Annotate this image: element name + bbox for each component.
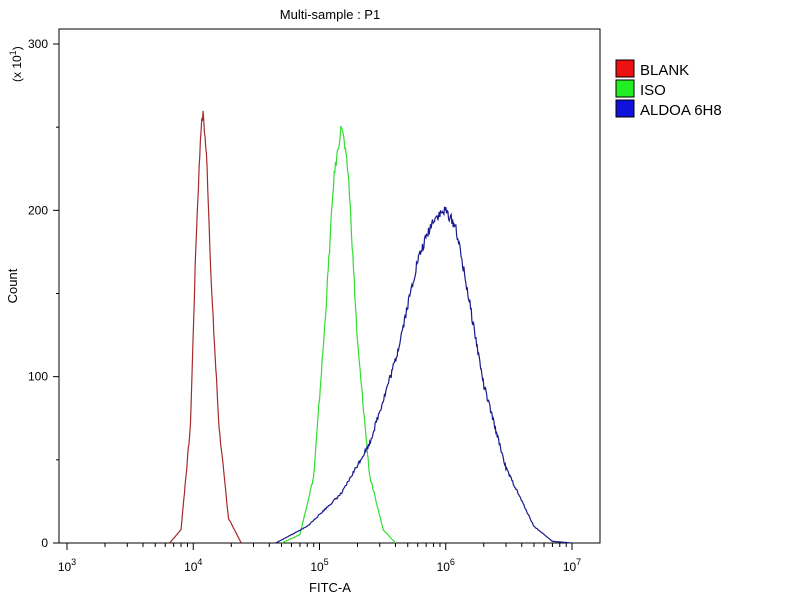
y-axis-label: Count	[5, 268, 20, 303]
series-line-blank	[169, 110, 242, 544]
x-tick-base: 10	[563, 560, 577, 574]
legend: BLANK ISO ALDOA 6H8	[615, 59, 722, 119]
x-tick-base: 10	[58, 560, 72, 574]
series-layer	[169, 110, 573, 544]
x-axis-label: FITC-A	[309, 580, 351, 595]
legend-label: ISO	[640, 82, 666, 99]
chart-title: Multi-sample : P1	[280, 7, 380, 22]
x-tick-exp: 3	[71, 557, 76, 567]
x-tick-label: 105	[310, 557, 328, 574]
series-line-iso	[281, 125, 396, 544]
y-multiplier-label: (x 101)	[8, 46, 24, 82]
x-tick-base: 10	[437, 560, 451, 574]
y-tick-label: 300	[28, 37, 48, 51]
legend-swatch	[615, 99, 635, 118]
series-line-aldoa-6h8	[275, 206, 573, 544]
y-multiplier-exp: 1	[8, 50, 18, 55]
x-tick-base: 10	[310, 560, 324, 574]
x-tick-base: 10	[184, 560, 198, 574]
x-axis-ticks: 103 104 105 106 107	[58, 543, 581, 574]
plot-frame	[58, 28, 601, 544]
y-multiplier-base: (x 10	[10, 55, 24, 82]
x-tick-label: 104	[184, 557, 202, 574]
x-tick-exp: 7	[576, 557, 581, 567]
x-tick-exp: 6	[450, 557, 455, 567]
y-tick-label: 200	[28, 203, 48, 217]
x-tick-exp: 4	[197, 557, 202, 567]
y-tick-label: 100	[28, 370, 48, 384]
legend-label: ALDOA 6H8	[640, 102, 722, 119]
x-tick-exp: 5	[324, 557, 329, 567]
legend-label: BLANK	[640, 62, 689, 79]
x-tick-label: 107	[563, 557, 581, 574]
y-tick-label: 0	[41, 536, 48, 550]
legend-swatch	[615, 79, 635, 98]
y-axis-ticks: 0 100 200 300	[28, 37, 59, 550]
y-multiplier-close: )	[10, 46, 24, 50]
x-tick-label: 106	[437, 557, 455, 574]
x-tick-label: 103	[58, 557, 76, 574]
legend-swatch	[615, 59, 635, 78]
